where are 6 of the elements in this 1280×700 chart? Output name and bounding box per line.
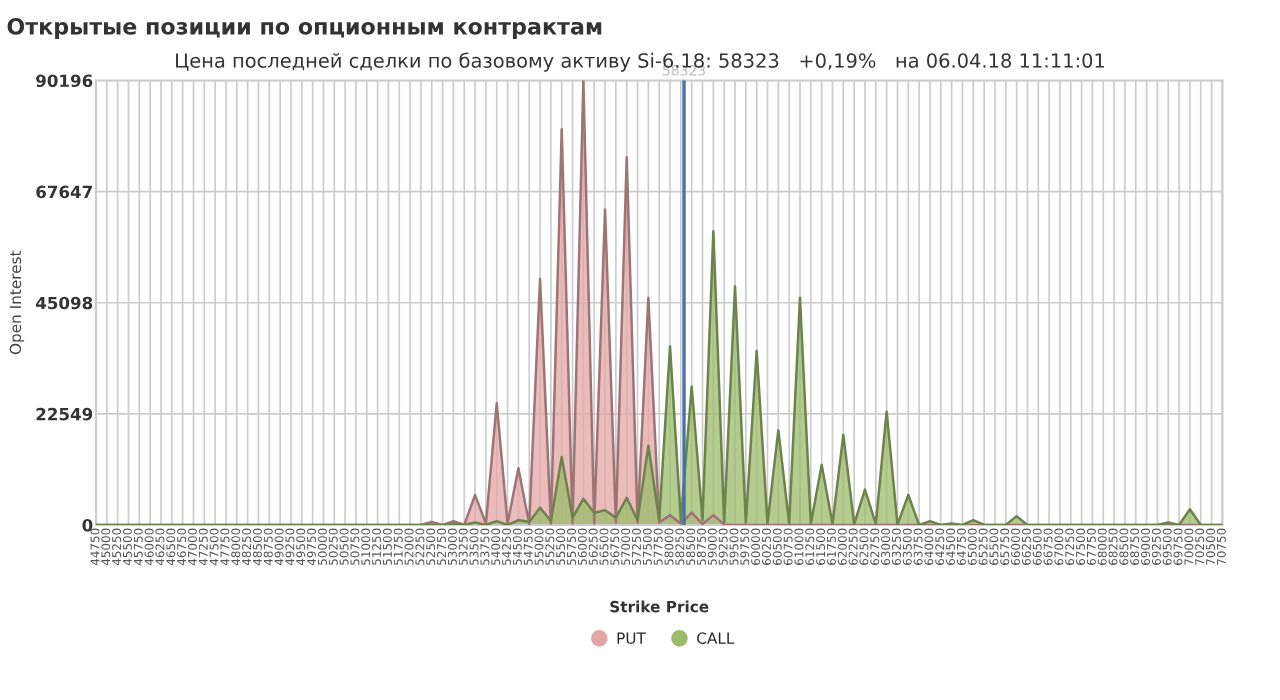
- y-tick-label: 67647: [36, 185, 92, 199]
- y-tick-label: 90196: [36, 74, 93, 88]
- chart-title: Открытые позиции по опционным контрактам: [7, 17, 602, 40]
- y-tick-label: 45098: [35, 296, 93, 310]
- y-tick-label: 0: [82, 518, 93, 532]
- y-tick-label: 22549: [36, 407, 93, 421]
